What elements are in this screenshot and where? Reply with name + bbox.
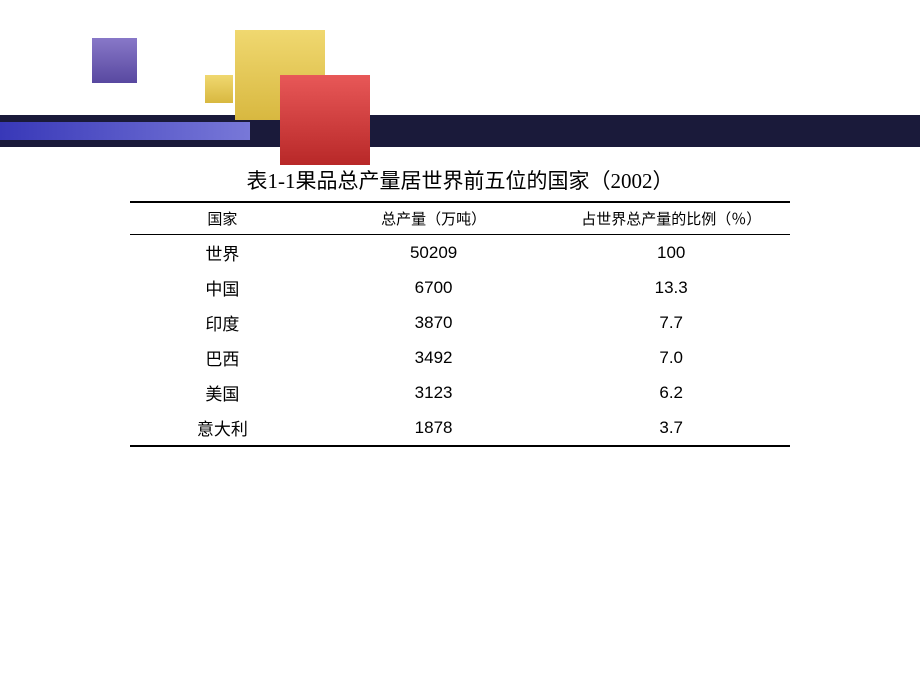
col-header-percentage: 占世界总产量的比例（％） xyxy=(552,202,790,235)
table-row: 印度 3870 7.7 xyxy=(130,305,790,340)
cell-country: 中国 xyxy=(130,270,315,305)
cell-production: 1878 xyxy=(315,410,553,446)
cell-production: 50209 xyxy=(315,235,553,271)
table-row: 中国 6700 13.3 xyxy=(130,270,790,305)
table-row: 美国 3123 6.2 xyxy=(130,375,790,410)
cell-percentage: 6.2 xyxy=(552,375,790,410)
slide-decoration xyxy=(0,0,920,160)
col-header-country: 国家 xyxy=(130,202,315,235)
cell-country: 意大利 xyxy=(130,410,315,446)
content-area: 表1-1果品总产量居世界前五位的国家（2002） 国家 总产量（万吨） 占世界总… xyxy=(0,165,920,447)
square-yellow-small xyxy=(205,75,233,103)
horizontal-bar-blue xyxy=(0,122,250,140)
square-red xyxy=(280,75,370,165)
table-row: 巴西 3492 7.0 xyxy=(130,340,790,375)
cell-percentage: 13.3 xyxy=(552,270,790,305)
table-header-row: 国家 总产量（万吨） 占世界总产量的比例（％） xyxy=(130,202,790,235)
cell-country: 美国 xyxy=(130,375,315,410)
cell-percentage: 100 xyxy=(552,235,790,271)
cell-percentage: 7.0 xyxy=(552,340,790,375)
table-row: 意大利 1878 3.7 xyxy=(130,410,790,446)
cell-production: 3870 xyxy=(315,305,553,340)
square-purple xyxy=(92,38,137,83)
cell-production: 3492 xyxy=(315,340,553,375)
cell-production: 6700 xyxy=(315,270,553,305)
cell-country: 巴西 xyxy=(130,340,315,375)
cell-production: 3123 xyxy=(315,375,553,410)
cell-country: 世界 xyxy=(130,235,315,271)
cell-country: 印度 xyxy=(130,305,315,340)
table-row: 世界 50209 100 xyxy=(130,235,790,271)
cell-percentage: 7.7 xyxy=(552,305,790,340)
cell-percentage: 3.7 xyxy=(552,410,790,446)
data-table: 国家 总产量（万吨） 占世界总产量的比例（％） 世界 50209 100 中国 … xyxy=(130,201,790,447)
table-title: 表1-1果品总产量居世界前五位的国家（2002） xyxy=(130,165,790,195)
col-header-production: 总产量（万吨） xyxy=(315,202,553,235)
